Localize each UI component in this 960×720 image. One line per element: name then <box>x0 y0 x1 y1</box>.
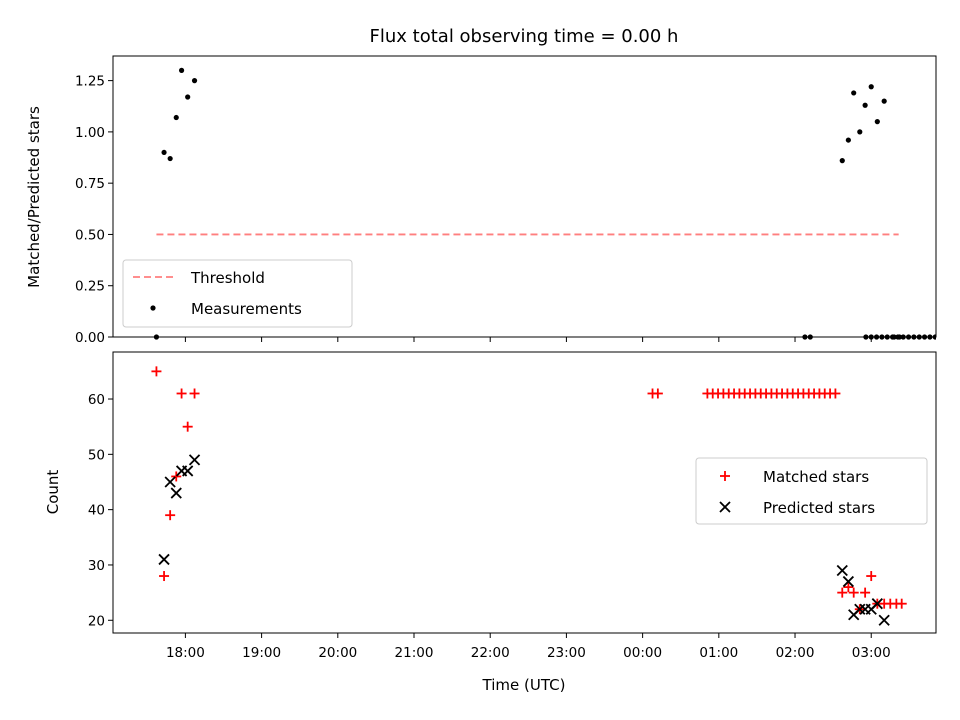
top-ytick-label: 0.50 <box>75 227 105 243</box>
top-ytick-label: 1.25 <box>75 74 105 90</box>
measurement-point <box>161 149 167 156</box>
measurement-point <box>943 334 948 339</box>
bottom-legend: Matched stars Predicted stars <box>695 457 928 525</box>
bottom-xtick-label: 00:00 <box>623 645 662 661</box>
matched-star-point <box>182 421 193 432</box>
measurement-point <box>173 114 179 121</box>
predicted-star-point <box>182 465 194 477</box>
matched-star-point <box>843 582 854 593</box>
matched-star-point <box>896 598 907 609</box>
measurement-point <box>178 67 185 73</box>
bottom-ytick-label: 40 <box>88 503 105 519</box>
predicted-star-point <box>854 603 866 615</box>
bottom-ytick-label: 50 <box>88 447 105 463</box>
measurement-point <box>857 129 863 135</box>
matched-star-point <box>866 571 877 582</box>
legend-matched-swatch <box>720 471 730 481</box>
predicted-star-point <box>188 454 201 466</box>
predicted-star-point <box>842 575 855 588</box>
bottom-ytick-label: 60 <box>88 392 105 408</box>
bottom-xtick-label: 19:00 <box>242 645 281 661</box>
bottom-xtick-label: 18:00 <box>166 645 205 661</box>
predicted-star-point <box>878 614 890 626</box>
top-legend: Threshold Measurements <box>122 259 353 328</box>
matched-star-point <box>159 571 170 582</box>
bottom-xtick-label: 22:00 <box>471 645 510 661</box>
bottom-xtick-label: 21:00 <box>395 645 434 661</box>
top-ytick-label: 0.25 <box>75 279 105 295</box>
bottom-data-layer <box>151 366 907 626</box>
measurement-point <box>949 334 954 339</box>
measurement-point <box>191 78 198 84</box>
legend-threshold-label: Threshold <box>190 269 265 287</box>
top-ytick-label: 0.00 <box>75 330 105 346</box>
bottom-ytick-label: 30 <box>88 558 105 574</box>
legend-measurements-swatch <box>150 305 156 311</box>
matched-star-point <box>165 510 176 521</box>
top-plot-area: 0.00 0.25 0.50 0.75 1.00 1.25 Threshold Measure… <box>75 55 959 346</box>
top-ytick-label: 1.00 <box>75 125 105 141</box>
measurement-point <box>839 158 845 164</box>
legend-matched-label: Matched stars <box>763 468 869 486</box>
bottom-xtick-label: 23:00 <box>547 645 586 661</box>
chart-title: Flux total observing time = 0.00 h <box>370 26 679 47</box>
predicted-star-point <box>836 564 848 577</box>
measurement-point <box>954 334 959 339</box>
bottom-ytick-label: 20 <box>88 613 105 629</box>
measurement-point <box>167 155 173 162</box>
bottom-xtick-label: 02:00 <box>776 645 815 661</box>
measurement-point <box>851 90 857 96</box>
legend-measurements-label: Measurements <box>191 300 302 318</box>
matched-star-point <box>189 388 200 399</box>
matched-star-point <box>176 388 187 399</box>
bottom-plot-area: 20 30 40 50 60 18:00 19:00 20:00 21:00 22:00 23:00… <box>88 351 937 661</box>
bottom-xtick-label: 01:00 <box>699 645 738 661</box>
predicted-star-point <box>871 598 883 610</box>
predicted-star-point <box>170 487 182 499</box>
matched-star-point <box>860 587 871 598</box>
legend-predicted-label: Predicted stars <box>763 499 875 517</box>
bottom-axes-frame <box>112 351 937 634</box>
top-axes-frame <box>112 55 937 338</box>
matched-star-point <box>848 587 859 598</box>
matched-star-point <box>151 366 162 377</box>
bottom-legend-box <box>695 457 928 525</box>
top-ylabel: Matched/Predicted stars <box>25 106 43 288</box>
matched-star-point <box>830 388 841 399</box>
matched-star-point <box>652 388 663 399</box>
measurement-point <box>868 84 874 90</box>
measurement-point <box>938 334 943 339</box>
measurement-point <box>881 98 887 104</box>
predicted-star-point <box>164 476 176 488</box>
measurement-point <box>862 102 868 108</box>
top-legend-box <box>122 259 353 328</box>
bottom-xtick-label: 20:00 <box>318 645 357 661</box>
measurement-point <box>874 119 880 125</box>
measurement-point <box>185 94 191 100</box>
bottom-xlabel: Time (UTC) <box>482 676 566 694</box>
bottom-xtick-label: 03:00 <box>852 645 891 661</box>
legend-predicted-swatch <box>719 501 731 513</box>
top-ytick-label: 0.75 <box>75 176 105 192</box>
predicted-star-point <box>158 553 170 566</box>
matched-star-point <box>171 471 182 482</box>
matched-star-point <box>837 587 848 598</box>
bottom-ylabel: Count <box>44 470 62 515</box>
measurement-point <box>845 137 851 143</box>
